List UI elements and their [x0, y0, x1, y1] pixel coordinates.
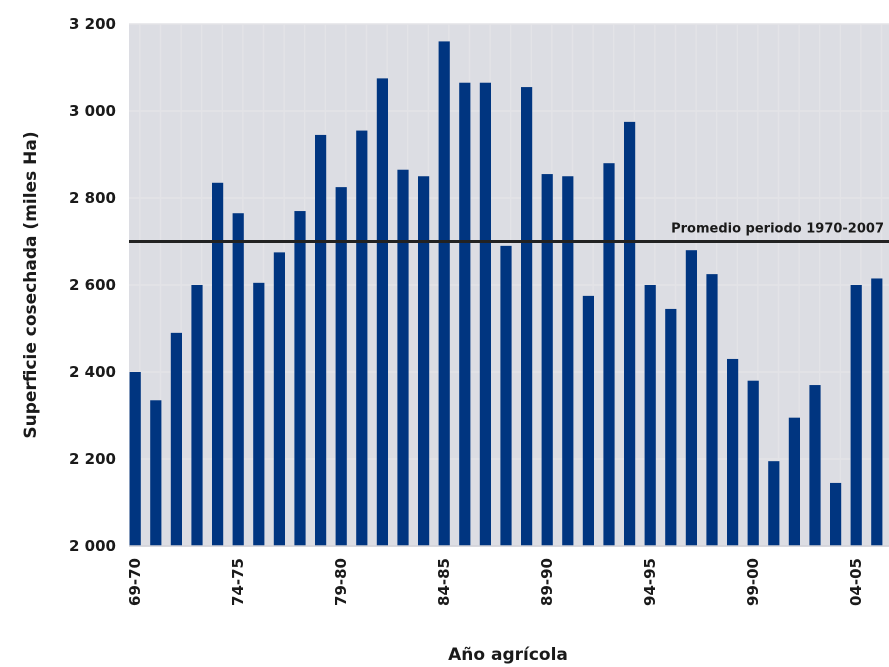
- bar: [376, 78, 388, 546]
- x-tick-labels: 69-70 74-75 79-80 84-85 89-90 94-95 99-00 04-05: [126, 558, 865, 606]
- x-tick-label: 69-70: [126, 558, 144, 606]
- x-tick-label: 94-95: [641, 558, 659, 606]
- bar: [541, 174, 553, 546]
- y-tick-label: 2 200: [69, 450, 116, 468]
- average-reference-label: Promedio periodo 1970-2007: [671, 222, 884, 237]
- y-tick-label: 2 800: [69, 189, 116, 207]
- bar: [830, 482, 842, 546]
- bar: [768, 461, 780, 546]
- y-axis-title: Superficie cosechada (miles Ha): [21, 131, 41, 438]
- bar: [603, 163, 615, 546]
- bar: [232, 213, 244, 546]
- bar: [397, 169, 409, 546]
- bar: [129, 372, 141, 546]
- y-tick-label: 3 200: [69, 15, 116, 33]
- bars: [129, 41, 883, 547]
- bar: [624, 121, 636, 546]
- bar: [727, 358, 739, 546]
- y-tick-label: 2 400: [69, 363, 116, 381]
- bar: [747, 380, 759, 546]
- y-tick-labels: 2 000 2 200 2 400 2 600 2 800 3 000 3 200: [69, 15, 116, 555]
- bar: [315, 134, 327, 547]
- bar: [500, 245, 512, 546]
- bar: [479, 82, 491, 546]
- bar: [809, 385, 821, 546]
- bar: [294, 211, 306, 547]
- bar: [459, 82, 471, 546]
- bar: [150, 400, 162, 546]
- bar: [273, 252, 285, 546]
- bar: [170, 332, 182, 546]
- bar: [665, 308, 677, 546]
- y-tick-label: 2 600: [69, 276, 116, 294]
- x-tick-label: 99-00: [744, 558, 762, 606]
- x-tick-label: 74-75: [229, 558, 247, 606]
- bar: [706, 274, 718, 546]
- bar: [582, 295, 594, 546]
- bar: [335, 187, 347, 546]
- bar: [850, 285, 862, 546]
- bar: [191, 285, 203, 546]
- bar: [521, 87, 533, 546]
- bar: [788, 417, 800, 546]
- bar: [685, 250, 697, 546]
- x-tick-label: 04-05: [847, 558, 865, 606]
- x-tick-label: 79-80: [332, 558, 350, 606]
- bar: [438, 41, 450, 547]
- x-tick-label: 89-90: [538, 558, 556, 606]
- y-tick-label: 2 000: [69, 537, 116, 555]
- x-axis-title: Año agrícola: [448, 645, 568, 665]
- bar: [212, 182, 224, 546]
- bar: [871, 278, 883, 546]
- bar: [644, 285, 656, 546]
- y-tick-label: 3 000: [69, 102, 116, 120]
- bar: [562, 176, 574, 546]
- x-tick-label: 84-85: [435, 558, 453, 606]
- bar: [253, 282, 265, 546]
- bar: [356, 130, 368, 546]
- bar: [418, 176, 430, 546]
